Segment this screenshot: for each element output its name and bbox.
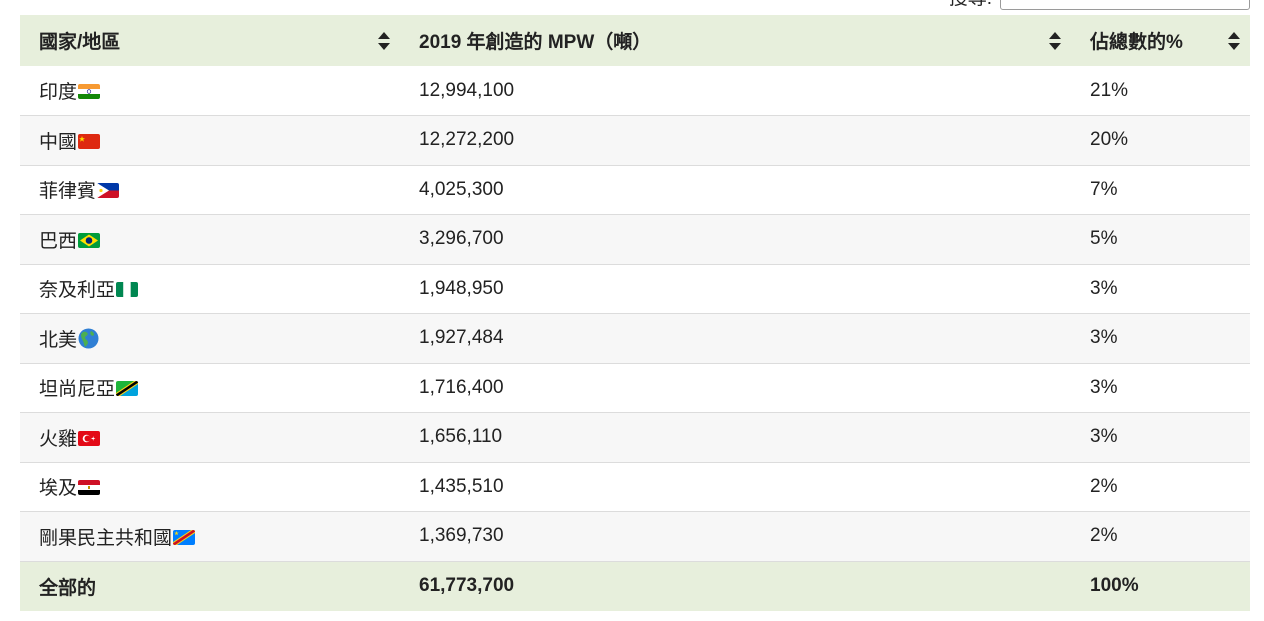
- table-row: 中國 12,272,200 20%: [20, 115, 1250, 166]
- table-row: 巴西 3,296,700 5%: [20, 214, 1250, 265]
- table-row: 奈及利亞 1,948,950 3%: [20, 264, 1250, 314]
- country-cell: 坦尚尼亞: [20, 363, 400, 413]
- footer-percent-total: 100%: [1071, 561, 1250, 611]
- percent-cell: 5%: [1071, 214, 1250, 265]
- country-cell: 剛果民主共和國: [20, 511, 400, 562]
- country-name: 北美: [39, 329, 78, 351]
- sort-icon[interactable]: [378, 31, 390, 50]
- mpw-cell: 12,272,200: [400, 115, 1071, 166]
- table-footer-row: 全部的 61,773,700 100%: [20, 561, 1250, 611]
- percent-cell: 3%: [1071, 313, 1250, 364]
- footer-mpw-total: 61,773,700: [400, 561, 1071, 611]
- column-header-country-label: 國家/地區: [39, 32, 121, 53]
- mpw-cell: 1,369,730: [400, 511, 1071, 562]
- india-flag-icon: [78, 84, 101, 99]
- column-header-mpw-label: 2019 年創造的 MPW（噸）: [419, 32, 652, 53]
- country-name: 印度: [39, 82, 78, 103]
- country-cell: 北美: [20, 313, 400, 364]
- country-cell: 中國: [20, 115, 400, 166]
- percent-cell: 3%: [1071, 412, 1250, 463]
- mpw-cell: 1,435,510: [400, 462, 1071, 512]
- footer-label: 全部的: [20, 561, 400, 611]
- country-name: 火雞: [39, 428, 78, 450]
- egypt-flag-icon: [78, 480, 101, 496]
- table-row: 埃及 1,435,510 2%: [20, 462, 1250, 512]
- percent-cell: 2%: [1071, 462, 1250, 512]
- brazil-flag-icon: [78, 232, 101, 248]
- column-header-percent[interactable]: 佔總數的%: [1071, 15, 1250, 66]
- country-cell: 菲律賓: [20, 165, 400, 215]
- nigeria-flag-icon: [116, 282, 139, 298]
- mpw-cell: 1,927,484: [400, 313, 1071, 364]
- percent-cell: 2%: [1071, 511, 1250, 562]
- country-name: 埃及: [39, 478, 78, 500]
- table-row: 菲律賓 4,025,300 7%: [20, 165, 1250, 215]
- country-cell: 巴西: [20, 214, 400, 265]
- percent-cell: 3%: [1071, 363, 1250, 413]
- table-row: 印度 12,994,100 21%: [20, 66, 1250, 116]
- mpw-cell: 12,994,100: [400, 66, 1071, 116]
- globe-americas-icon: [78, 328, 99, 349]
- mpw-cell: 1,716,400: [400, 363, 1071, 413]
- column-header-country[interactable]: 國家/地區: [20, 15, 400, 66]
- mpw-cell: 3,296,700: [400, 214, 1071, 265]
- percent-cell: 21%: [1071, 66, 1250, 116]
- country-name: 坦尚尼亞: [39, 379, 116, 401]
- country-name: 巴西: [39, 230, 78, 252]
- search-input[interactable]: [1000, 0, 1250, 10]
- data-table-container: 國家/地區 2019 年創造的 MPW（噸） 佔總數的% 印度 12,994,1…: [20, 15, 1250, 611]
- table-row: 坦尚尼亞 1,716,400 3%: [20, 363, 1250, 413]
- china-flag-icon: [78, 133, 101, 149]
- country-name: 菲律賓: [39, 181, 97, 203]
- country-cell: 奈及利亞: [20, 264, 400, 314]
- country-name: 中國: [39, 131, 78, 153]
- turkey-flag-icon: [78, 430, 101, 446]
- country-cell: 埃及: [20, 462, 400, 512]
- column-header-mpw[interactable]: 2019 年創造的 MPW（噸）: [400, 15, 1071, 66]
- sort-icon[interactable]: [1228, 31, 1240, 50]
- country-name: 剛果民主共和國: [39, 527, 173, 549]
- column-header-percent-label: 佔總數的%: [1090, 32, 1183, 53]
- percent-cell: 3%: [1071, 264, 1250, 314]
- mpw-cell: 1,656,110: [400, 412, 1071, 463]
- mpw-table: 國家/地區 2019 年創造的 MPW（噸） 佔總數的% 印度 12,994,1…: [20, 15, 1250, 611]
- sort-icon[interactable]: [1049, 31, 1061, 50]
- percent-cell: 20%: [1071, 115, 1250, 166]
- tanzania-flag-icon: [116, 381, 139, 397]
- country-cell: 火雞: [20, 412, 400, 463]
- dr-congo-flag-icon: [173, 529, 196, 545]
- mpw-cell: 4,025,300: [400, 165, 1071, 215]
- search-label: 搜尋:: [949, 0, 992, 10]
- philippines-flag-icon: [97, 183, 120, 199]
- country-name: 奈及利亞: [39, 280, 116, 302]
- table-header-row: 國家/地區 2019 年創造的 MPW（噸） 佔總數的%: [20, 15, 1250, 66]
- mpw-cell: 1,948,950: [400, 264, 1071, 314]
- table-row: 北美 1,927,484 3%: [20, 313, 1250, 364]
- percent-cell: 7%: [1071, 165, 1250, 215]
- table-row: 剛果民主共和國 1,369,730 2%: [20, 511, 1250, 562]
- table-row: 火雞 1,656,110 3%: [20, 412, 1250, 463]
- search-bar: 搜尋:: [949, 0, 1250, 10]
- country-cell: 印度: [20, 66, 400, 116]
